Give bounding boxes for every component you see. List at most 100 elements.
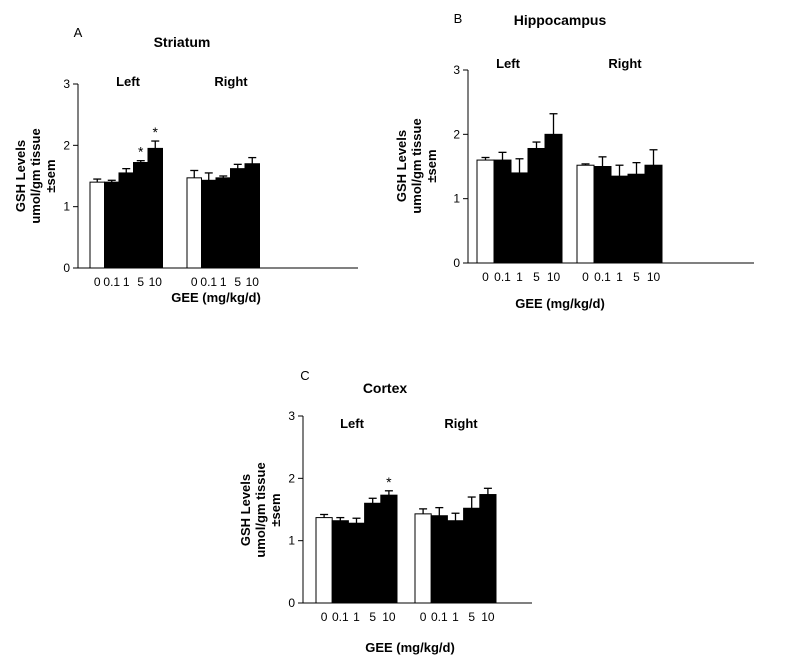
bar (104, 181, 120, 269)
y-tick-label: 3 (453, 63, 460, 77)
bar (118, 172, 134, 269)
bar (230, 168, 246, 269)
y-tick-label: 1 (453, 192, 460, 206)
x-tick-label: 5 (369, 610, 376, 624)
y-axis-label: GSH Levels umol/gm tissue ±sem (13, 128, 58, 223)
y-axis-label-line: umol/gm tissue (28, 128, 43, 223)
panel-letter: C (300, 368, 309, 383)
x-tick-label: 5 (533, 270, 540, 284)
group-label: Left (496, 56, 521, 71)
bar (544, 133, 563, 264)
y-axis-label-line: ±sem (43, 159, 58, 192)
x-tick-label: 1 (123, 275, 130, 289)
y-tick-label: 2 (453, 127, 460, 141)
significance-marker: * (386, 474, 392, 490)
bar (593, 166, 612, 264)
panel-title: Hippocampus (514, 12, 607, 28)
x-tick-label: 10 (149, 275, 163, 289)
significance-marker: * (153, 124, 159, 140)
x-tick-label: 5 (468, 610, 475, 624)
x-tick-label: 1 (452, 610, 459, 624)
x-tick-label: 0 (420, 610, 427, 624)
x-tick-label: 0.1 (494, 270, 511, 284)
bar (493, 159, 512, 264)
bar (315, 517, 333, 604)
x-tick-label: 1 (353, 610, 360, 624)
x-tick-label: 0.1 (332, 610, 349, 624)
x-axis-label: GEE (mg/kg/d) (365, 640, 455, 655)
y-axis-label-line: umol/gm tissue (253, 462, 268, 557)
y-tick-label: 1 (63, 200, 70, 214)
group-label: Right (608, 56, 642, 71)
x-tick-label: 10 (246, 275, 260, 289)
panel-title: Cortex (363, 380, 408, 396)
bar (364, 502, 382, 604)
y-tick-label: 3 (288, 409, 295, 423)
bar (89, 181, 105, 269)
x-axis-label: GEE (mg/kg/d) (515, 296, 605, 311)
x-tick-label: 1 (220, 275, 227, 289)
bar (244, 163, 260, 269)
significance-marker: * (138, 144, 144, 160)
chart-panel-b: B Hippocampus 0 1 2 3 GSH Levels umol/gm tissue… (394, 11, 754, 311)
x-tick-label: 10 (547, 270, 561, 284)
y-tick-label: 0 (63, 261, 70, 275)
bar (627, 173, 646, 264)
y-axis-label-line: ±sem (424, 149, 439, 182)
x-tick-label: 0 (321, 610, 328, 624)
chart-panel-a: A Striatum 0 1 2 3 GSH Levels umol/gm tissue ±se… (13, 25, 358, 305)
x-axis-label: GEE (mg/kg/d) (171, 290, 261, 305)
bar (414, 513, 432, 604)
panel-letter: A (74, 25, 83, 40)
x-tick-label: 5 (234, 275, 241, 289)
bar (527, 147, 546, 264)
x-tick-label: 1 (516, 270, 523, 284)
x-tick-label: 0 (582, 270, 589, 284)
y-tick-label: 3 (63, 77, 70, 91)
bar (186, 177, 202, 269)
bar (331, 520, 349, 604)
panel-letter: B (454, 11, 463, 26)
x-tick-label: 10 (647, 270, 661, 284)
group-label: Left (116, 74, 141, 89)
y-tick-label: 2 (288, 471, 295, 485)
panel-title: Striatum (154, 34, 211, 50)
y-tick-label: 0 (453, 256, 460, 270)
y-axis-label: GSH Levels umol/gm tissue ±sem (238, 462, 283, 557)
bar (476, 159, 495, 264)
x-tick-label: 0.1 (431, 610, 448, 624)
y-axis-label-line: GSH Levels (394, 130, 409, 202)
bar (576, 164, 595, 264)
chart-panel-c: C Cortex 0 1 2 3 GSH Levels umol/gm tissue ±sem G… (238, 368, 532, 655)
group-label: Right (444, 416, 478, 431)
bar (446, 520, 465, 604)
y-tick-label: 2 (63, 138, 70, 152)
x-tick-label: 5 (633, 270, 640, 284)
bar (430, 515, 448, 604)
x-tick-label: 0 (482, 270, 489, 284)
x-tick-label: 0.1 (594, 270, 611, 284)
y-tick-label: 1 (288, 534, 295, 548)
bar (133, 162, 149, 269)
x-tick-label: 0 (191, 275, 198, 289)
bar (147, 147, 163, 269)
bar (463, 507, 481, 604)
bar (510, 172, 529, 264)
x-tick-label: 10 (481, 610, 495, 624)
x-tick-label: 0 (94, 275, 101, 289)
bar (347, 522, 366, 604)
y-axis-label-line: GSH Levels (13, 140, 28, 212)
group-label: Left (340, 416, 365, 431)
bar (201, 179, 217, 269)
bar (479, 494, 497, 604)
bar (644, 164, 663, 264)
x-tick-label: 0.1 (103, 275, 120, 289)
bar (380, 494, 398, 604)
y-tick-label: 0 (288, 596, 295, 610)
x-tick-label: 0.1 (200, 275, 217, 289)
y-axis-label-line: ±sem (268, 493, 283, 526)
bar (215, 177, 231, 269)
x-tick-label: 1 (616, 270, 623, 284)
x-tick-label: 10 (382, 610, 396, 624)
